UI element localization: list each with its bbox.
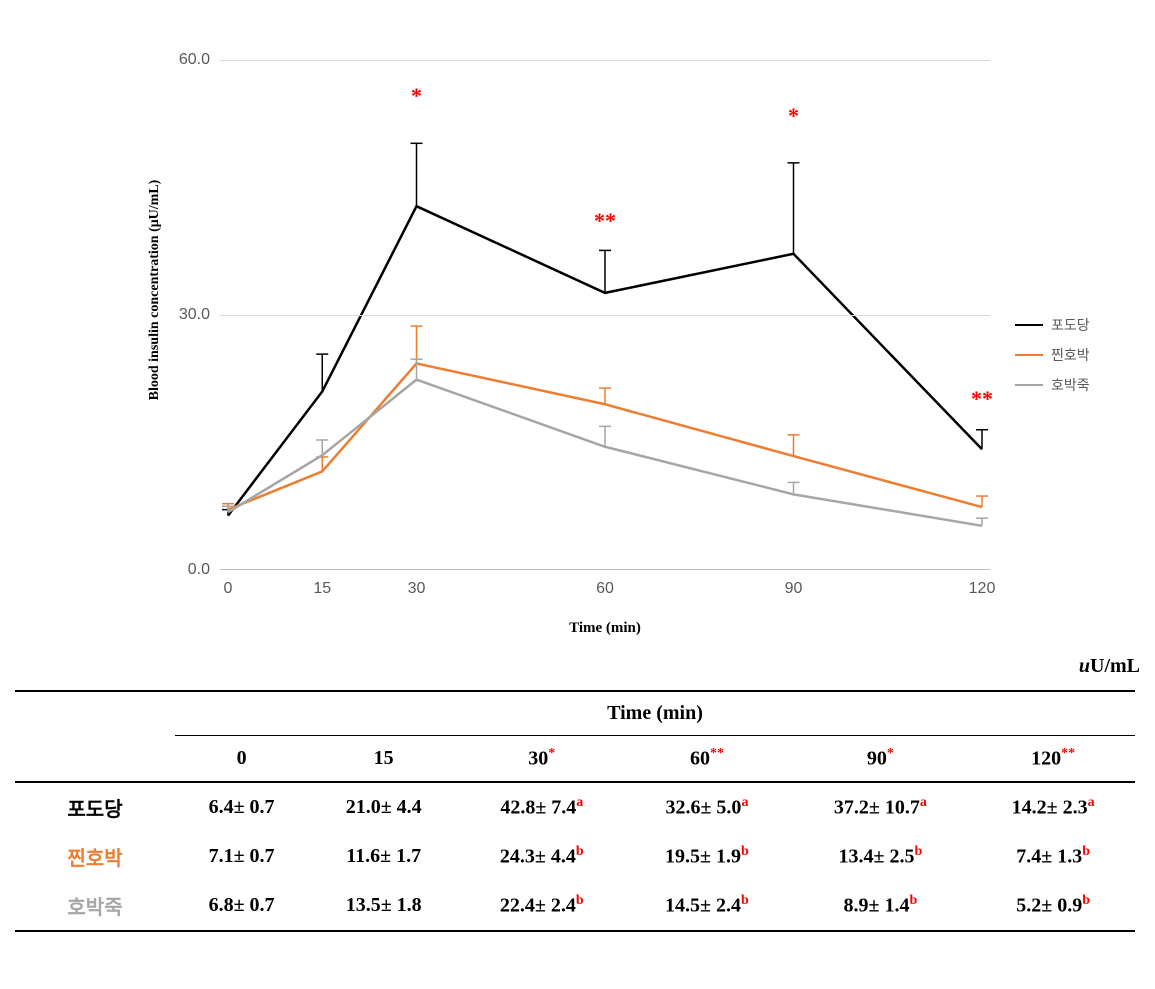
x-axis-label: Time (min) xyxy=(220,620,990,637)
x-tick-label: 0 xyxy=(224,580,233,598)
table-cell: 37.2± 10.7a xyxy=(790,782,972,832)
table-cell: 24.3± 4.4b xyxy=(459,832,624,881)
legend-label: 포도당 xyxy=(1051,315,1090,335)
table-row: 찐호박7.1± 0.711.6± 1.724.3± 4.4b19.5± 1.9b… xyxy=(15,832,1135,881)
table-cell: 5.2± 0.9b xyxy=(971,881,1135,931)
table-cell: 7.1± 0.7 xyxy=(175,832,308,881)
table-cell: 22.4± 2.4b xyxy=(459,881,624,931)
table-cell: 42.8± 7.4a xyxy=(459,782,624,832)
table-cell: 6.4± 0.7 xyxy=(175,782,308,832)
y-tick-label: 30.0 xyxy=(165,306,210,324)
x-tick-label: 90 xyxy=(785,580,803,598)
x-tick-label: 30 xyxy=(408,580,426,598)
x-tick-label: 15 xyxy=(313,580,331,598)
table-row: 호박죽6.8± 0.713.5± 1.822.4± 2.4b14.5± 2.4b… xyxy=(15,881,1135,931)
legend-item: 포도당 xyxy=(1015,315,1090,335)
legend-label: 찐호박 xyxy=(1051,345,1090,365)
table-cell: 8.9± 1.4b xyxy=(790,881,972,931)
chart-area: Blood insulin concentration (μU/mL) 0.03… xyxy=(165,30,1135,630)
unit-label: uU/mL xyxy=(1079,655,1140,678)
y-axis-label: Blood insulin concentration (μU/mL) xyxy=(147,180,163,401)
figure-container: Blood insulin concentration (μU/mL) 0.0 3… xyxy=(0,30,1155,932)
legend: 포도당찐호박호박죽 xyxy=(1015,315,1090,405)
significance-marker: ** xyxy=(971,386,993,412)
table-cell: 11.6± 1.7 xyxy=(308,832,459,881)
table-cell: 7.4± 1.3b xyxy=(971,832,1135,881)
x-tick-label: 120 xyxy=(969,580,996,598)
column-header: 90* xyxy=(790,736,972,782)
table-cell: 19.5± 1.9b xyxy=(624,832,789,881)
column-header: 60** xyxy=(624,736,789,782)
table-cell: 21.0± 4.4 xyxy=(308,782,459,832)
legend-swatch xyxy=(1015,384,1043,386)
plot-region: 0.030.060.0015306090120****** xyxy=(220,60,990,570)
legend-item: 호박죽 xyxy=(1015,375,1090,395)
legend-item: 찐호박 xyxy=(1015,345,1090,365)
table-cell: 32.6± 5.0a xyxy=(624,782,789,832)
x-tick-label: 60 xyxy=(596,580,614,598)
legend-swatch xyxy=(1015,324,1043,326)
table-cell: 13.5± 1.8 xyxy=(308,881,459,931)
gridline xyxy=(220,315,990,316)
table-row: 포도당6.4± 0.721.0± 4.442.8± 7.4a32.6± 5.0a… xyxy=(15,782,1135,832)
y-tick-label: 60.0 xyxy=(165,51,210,69)
legend-swatch xyxy=(1015,354,1043,356)
legend-label: 호박죽 xyxy=(1051,375,1090,395)
y-tick-label: 0.0 xyxy=(165,561,210,579)
significance-marker: ** xyxy=(594,208,616,234)
table-header-span: Time (min) xyxy=(175,691,1135,736)
column-header: 0 xyxy=(175,736,308,782)
column-header: 120** xyxy=(971,736,1135,782)
table-corner xyxy=(15,691,175,782)
gridline xyxy=(220,60,990,61)
table-cell: 14.2± 2.3a xyxy=(971,782,1135,832)
significance-marker: * xyxy=(411,83,422,109)
unit-rest: U/mL xyxy=(1090,655,1140,677)
table-cell: 6.8± 0.7 xyxy=(175,881,308,931)
significance-marker: * xyxy=(788,103,799,129)
table-cell: 13.4± 2.5b xyxy=(790,832,972,881)
column-header: 15 xyxy=(308,736,459,782)
row-label: 포도당 xyxy=(15,782,175,832)
row-label: 호박죽 xyxy=(15,881,175,931)
row-label: 찐호박 xyxy=(15,832,175,881)
data-table: Time (min)01530*60**90*120**포도당6.4± 0.72… xyxy=(15,690,1135,932)
table-cell: 14.5± 2.4b xyxy=(624,881,789,931)
column-header: 30* xyxy=(459,736,624,782)
unit-prefix: u xyxy=(1079,655,1090,677)
